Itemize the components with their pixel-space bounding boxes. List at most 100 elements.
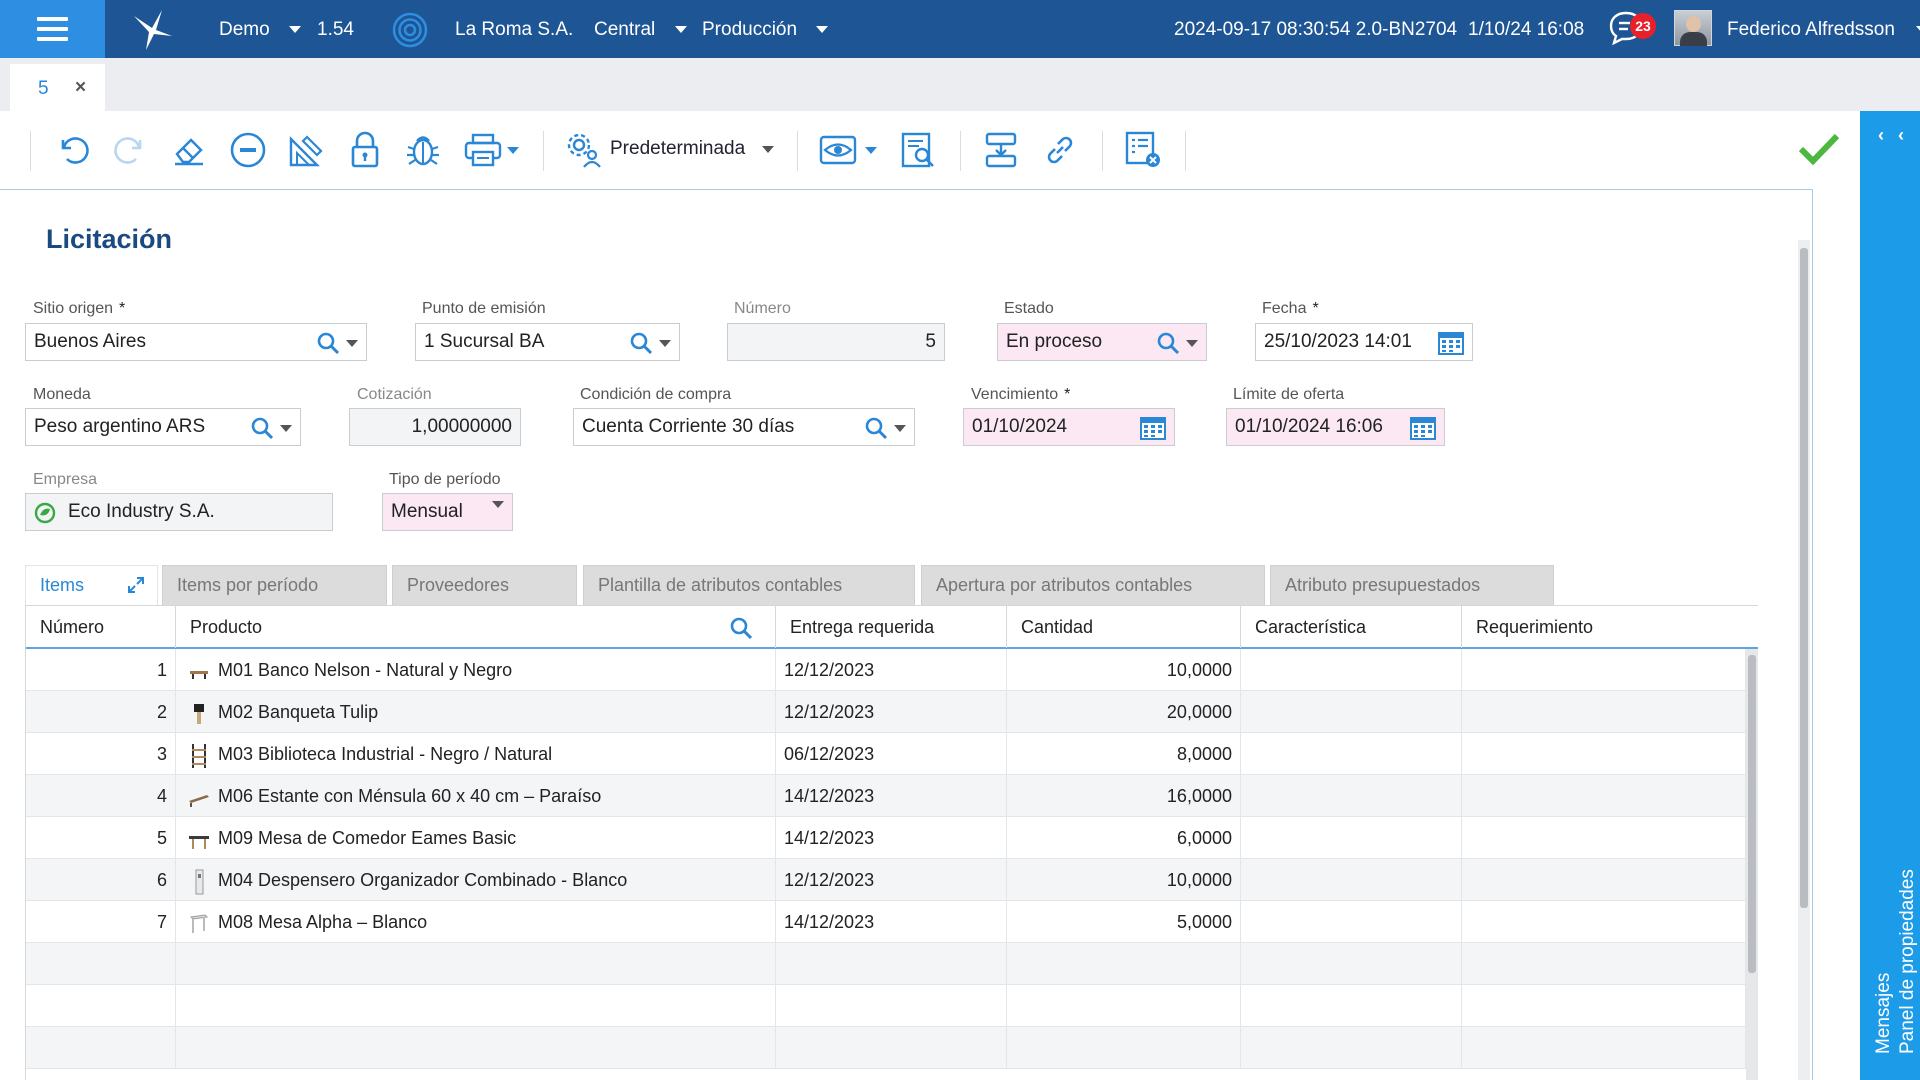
calendar-icon[interactable] <box>1410 416 1436 440</box>
search-document-button[interactable] <box>897 129 939 171</box>
column-header-caracteristica[interactable]: Característica <box>1241 606 1462 648</box>
fecha-field[interactable]: 25/10/2023 14:01 <box>1255 323 1473 361</box>
tipo-periodo-select[interactable]: Mensual <box>382 493 513 531</box>
cell-requerimiento[interactable] <box>1462 943 1746 985</box>
cell-entrega[interactable] <box>776 943 1007 985</box>
cell-entrega[interactable]: 12/12/2023 <box>776 691 1007 733</box>
tab-proveedores[interactable]: Proveedores <box>392 565 577 605</box>
cell-cantidad[interactable] <box>1007 943 1241 985</box>
column-header-requerimiento[interactable]: Requerimiento <box>1476 617 1594 637</box>
search-icon[interactable] <box>316 331 340 355</box>
close-icon[interactable]: × <box>75 77 87 98</box>
environment-selector[interactable]: Producción <box>702 19 829 41</box>
cell-caracteristica[interactable] <box>1241 943 1462 985</box>
cell-entrega[interactable]: 12/12/2023 <box>776 859 1007 901</box>
moneda-field[interactable]: Peso argentino ARS <box>25 408 301 446</box>
undo-button[interactable] <box>51 129 93 171</box>
table-row[interactable]: 6 M04 Despensero Organizador Combinado - … <box>26 859 1746 901</box>
table-row[interactable] <box>26 985 1746 1027</box>
chevron-down-icon[interactable] <box>492 501 504 508</box>
cell-entrega[interactable]: 06/12/2023 <box>776 733 1007 775</box>
tab-apertura-atributos[interactable]: Apertura por atributos contables <box>921 565 1265 605</box>
search-icon[interactable] <box>1156 331 1180 355</box>
cell-caracteristica[interactable] <box>1241 859 1462 901</box>
cell-cantidad[interactable]: 8,0000 <box>1007 733 1241 775</box>
notification-badge[interactable]: 23 <box>1630 13 1656 39</box>
form-scrollbar[interactable] <box>1798 240 1810 1080</box>
cell-numero[interactable]: 7 <box>26 901 176 943</box>
calendar-icon[interactable] <box>1438 331 1464 355</box>
cell-caracteristica[interactable] <box>1241 691 1462 733</box>
table-row[interactable] <box>26 1027 1746 1069</box>
cell-numero[interactable]: 1 <box>26 649 176 691</box>
chevron-down-icon[interactable] <box>659 339 671 347</box>
cancel-button[interactable] <box>227 129 269 171</box>
redo-button[interactable] <box>110 129 152 171</box>
properties-panel-tab[interactable]: Panel de propiedades <box>1897 869 1918 1054</box>
cell-caracteristica[interactable] <box>1241 1027 1462 1069</box>
confirm-check-icon[interactable] <box>1797 131 1841 167</box>
link-button[interactable] <box>1039 129 1081 171</box>
search-icon[interactable] <box>864 416 888 440</box>
tab-plantilla-atributos[interactable]: Plantilla de atributos contables <box>583 565 915 605</box>
cell-cantidad[interactable]: 10,0000 <box>1007 649 1241 691</box>
table-row[interactable]: 3 M03 Biblioteca Industrial - Negro / Nat… <box>26 733 1746 775</box>
cell-requerimiento[interactable] <box>1462 985 1746 1027</box>
user-menu[interactable]: Federico Alfredsson <box>1727 19 1920 41</box>
print-dropdown-icon[interactable] <box>507 147 519 154</box>
hamburger-menu-button[interactable] <box>0 0 105 58</box>
cell-numero[interactable]: 6 <box>26 859 176 901</box>
cell-producto[interactable]: M03 Biblioteca Industrial - Negro / Natu… <box>176 733 776 775</box>
split-button[interactable] <box>980 129 1022 171</box>
column-header-producto[interactable]: Producto <box>176 606 776 648</box>
chevron-down-icon[interactable] <box>346 339 358 347</box>
design-button[interactable] <box>285 129 327 171</box>
cell-entrega[interactable]: 14/12/2023 <box>776 901 1007 943</box>
cell-requerimiento[interactable] <box>1462 733 1746 775</box>
sitio-origen-field[interactable]: Buenos Aires <box>25 323 367 361</box>
scrollbar-thumb[interactable] <box>1800 248 1808 908</box>
cell-cantidad[interactable] <box>1007 985 1241 1027</box>
clear-button[interactable] <box>168 129 210 171</box>
expand-icon[interactable] <box>127 576 145 594</box>
table-row[interactable]: 1 M01 Banco Nelson - Natural y Negro 12/12… <box>26 649 1746 691</box>
cell-producto[interactable]: M04 Despensero Organizador Combinado - B… <box>176 859 776 901</box>
search-icon[interactable] <box>629 331 653 355</box>
cell-entrega[interactable]: 14/12/2023 <box>776 817 1007 859</box>
table-row[interactable]: 5 M09 Mesa de Comedor Eames Basic 14/12/20… <box>26 817 1746 859</box>
tab-items-por-periodo[interactable]: Items por período <box>162 565 387 605</box>
chevron-down-icon[interactable] <box>1186 339 1198 347</box>
cell-entrega[interactable] <box>776 1027 1007 1069</box>
cell-numero[interactable] <box>26 1027 176 1069</box>
column-header-numero[interactable]: Número <box>26 606 176 648</box>
cell-caracteristica[interactable] <box>1241 733 1462 775</box>
collapse-arrows-icon[interactable]: ‹‹ <box>1878 125 1918 145</box>
column-header-cantidad[interactable]: Cantidad <box>1007 606 1241 648</box>
table-row[interactable] <box>26 943 1746 985</box>
column-header-entrega[interactable]: Entrega requerida <box>776 606 1007 648</box>
cell-producto[interactable]: M06 Estante con Ménsula 60 x 40 cm – Par… <box>176 775 776 817</box>
messages-panel-tab[interactable]: Mensajes <box>1873 972 1894 1054</box>
cell-cantidad[interactable]: 16,0000 <box>1007 775 1241 817</box>
punto-emision-field[interactable]: 1 Sucursal BA <box>415 323 680 361</box>
cell-entrega[interactable]: 14/12/2023 <box>776 775 1007 817</box>
cell-requerimiento[interactable] <box>1462 901 1746 943</box>
cell-producto[interactable]: M02 Banqueta Tulip <box>176 691 776 733</box>
chevron-down-icon[interactable] <box>762 146 774 153</box>
cell-producto[interactable]: M08 Mesa Alpha – Blanco <box>176 901 776 943</box>
cell-entrega[interactable] <box>776 985 1007 1027</box>
cell-producto[interactable]: M01 Banco Nelson - Natural y Negro <box>176 649 776 691</box>
cell-numero[interactable]: 2 <box>26 691 176 733</box>
print-button[interactable] <box>462 129 504 171</box>
cell-requerimiento[interactable] <box>1462 775 1746 817</box>
cell-cantidad[interactable] <box>1007 1027 1241 1069</box>
scrollbar-thumb[interactable] <box>1748 655 1756 973</box>
target-icon[interactable] <box>392 12 428 48</box>
cell-numero[interactable]: 5 <box>26 817 176 859</box>
cell-requerimiento[interactable] <box>1462 691 1746 733</box>
cell-numero[interactable]: 3 <box>26 733 176 775</box>
cell-caracteristica[interactable] <box>1241 985 1462 1027</box>
document-tab[interactable]: 5 × <box>10 64 105 111</box>
cell-producto[interactable]: M09 Mesa de Comedor Eames Basic <box>176 817 776 859</box>
limite-oferta-field[interactable]: 01/10/2024 16:06 <box>1226 408 1445 446</box>
